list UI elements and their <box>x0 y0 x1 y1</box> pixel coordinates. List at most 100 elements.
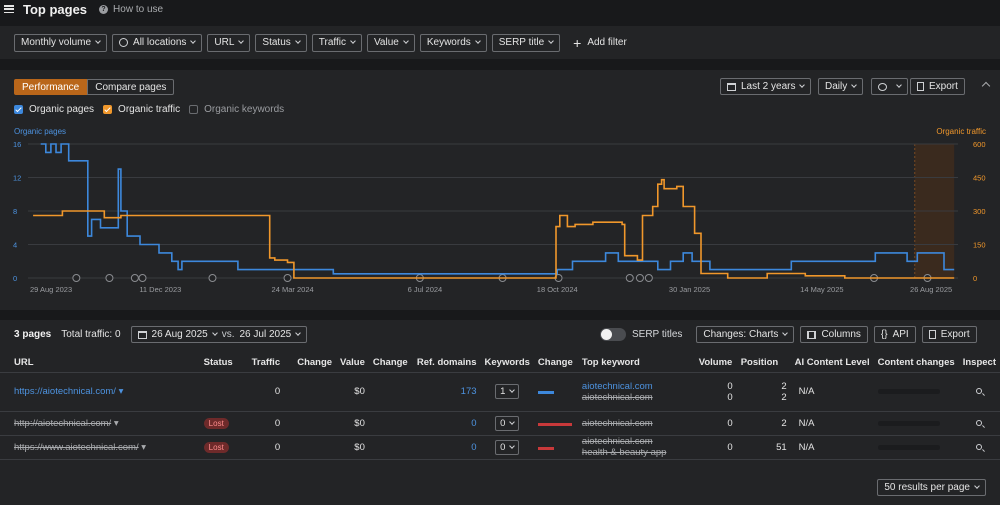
x-tick-label: 14 May 2025 <box>800 285 843 294</box>
col-status[interactable]: Status <box>199 353 248 373</box>
table-row: http://aiotechnical.com/ ▾ Lost 0 $0 0 0… <box>0 411 1000 436</box>
keywords-change-bar <box>537 422 572 426</box>
top-bar: Top pages ? How to use <box>0 0 1000 18</box>
col-traffic-change[interactable]: Change <box>284 353 337 373</box>
col-ref-domains[interactable]: Ref. domains <box>412 353 481 373</box>
legend-organic-pages[interactable]: Organic pages <box>14 104 94 115</box>
pages-count: 3 pages <box>14 329 52 340</box>
filter-keywords[interactable]: Keywords <box>419 33 487 52</box>
inspect-icon[interactable] <box>976 419 983 426</box>
legend-organic-keywords[interactable]: Organic keywords <box>189 104 284 115</box>
ref-domains-link[interactable]: 0 <box>471 441 477 453</box>
total-traffic: Total traffic: 0 <box>61 329 121 340</box>
col-value-change[interactable]: Change <box>368 353 413 373</box>
api-button[interactable]: {} API <box>873 326 916 343</box>
columns-icon <box>807 330 817 339</box>
chevron-down-icon <box>238 38 245 44</box>
ref-domains-link[interactable]: 173 <box>460 386 477 397</box>
col-traffic[interactable]: Traffic <box>247 353 285 373</box>
chevron-down-icon <box>509 418 516 425</box>
tab-performance[interactable]: Performance <box>14 79 88 95</box>
table-header-row: URL Status Traffic Change Value Change R… <box>0 353 1000 373</box>
url-dropdown-icon[interactable]: ▾ <box>118 386 124 397</box>
inspect-icon[interactable] <box>976 443 983 450</box>
table-export-button[interactable]: Export <box>921 326 977 343</box>
columns-button[interactable]: Columns <box>800 326 868 343</box>
y-right-tick-label: 450 <box>973 174 986 183</box>
inspect-icon[interactable] <box>976 388 983 394</box>
url-dropdown-icon[interactable]: ▾ <box>141 441 147 453</box>
col-inspect[interactable]: Inspect <box>958 353 1000 373</box>
filter-monthly-volume[interactable]: Monthly volume <box>14 33 108 52</box>
keywords-select[interactable]: 1 <box>495 384 520 399</box>
url-dropdown-icon[interactable]: ▾ <box>113 417 119 429</box>
col-content-changes[interactable]: Content changes <box>873 353 959 373</box>
changes-select[interactable]: Changes: Charts <box>696 326 795 343</box>
filter-serp-title[interactable]: SERP title <box>491 33 561 52</box>
tab-compare-pages[interactable]: Compare pages <box>87 79 175 95</box>
col-position[interactable]: Position <box>736 353 791 373</box>
compare-date-select[interactable]: 26 Aug 2025 vs. 26 Jul 2025 <box>130 326 308 343</box>
chevron-down-icon <box>294 38 301 44</box>
add-filter-button[interactable]: + Add filter <box>573 34 627 51</box>
y-left-tick-label: 8 <box>13 207 17 216</box>
top-keyword-link[interactable]: aiotechnical.com <box>581 380 653 392</box>
performance-panel: Performance Compare pages Last 2 years D… <box>0 70 1000 310</box>
ai-content-level-cell: N/A <box>790 411 874 436</box>
how-to-use-label: How to use <box>113 3 164 15</box>
annotation-marker <box>644 274 653 282</box>
chevron-down-icon <box>211 330 218 336</box>
col-keywords-change[interactable]: Change <box>533 353 578 373</box>
keywords-select[interactable]: 0 <box>495 415 520 431</box>
granularity-select[interactable]: Daily <box>818 78 864 95</box>
filter-value[interactable]: Value <box>367 33 415 52</box>
annotation-marker <box>105 274 114 282</box>
keywords-select[interactable]: 0 <box>495 439 520 455</box>
volume-cell: 0 <box>727 380 733 392</box>
pages-table-panel: 3 pages Total traffic: 0 26 Aug 2025 vs.… <box>0 320 1000 505</box>
value-cell: $0 <box>336 411 369 436</box>
chevron-down-icon <box>295 330 302 336</box>
y-right-tick-label: 150 <box>973 241 986 250</box>
x-tick-label: 29 Aug 2023 <box>30 285 72 294</box>
chevron-down-icon <box>799 82 806 88</box>
ref-domains-link[interactable]: 0 <box>471 417 477 429</box>
col-ai-content-level[interactable]: AI Content Level <box>790 353 874 373</box>
col-keywords[interactable]: Keywords <box>480 353 534 373</box>
series-line-organic-pages <box>40 143 955 275</box>
y-right-tick-label: 0 <box>973 274 977 283</box>
status-badge: Lost <box>203 417 229 429</box>
performance-chart[interactable]: 0 0 4 150 8 300 12 450 16 600 29 Aug 2023 11 Dec 20… <box>0 140 1000 304</box>
right-axis-title: Organic traffic <box>936 127 986 136</box>
x-tick-label: 18 Oct 2024 <box>537 285 578 294</box>
volume-cell: 0 <box>694 411 737 436</box>
chart-export-button[interactable]: Export <box>910 78 965 95</box>
results-per-page-select[interactable]: 50 results per page <box>877 479 986 496</box>
url-link[interactable]: http://aiotechnical.com/ <box>14 417 112 429</box>
url-link[interactable]: https://aiotechnical.com/ <box>14 386 116 397</box>
filter-status[interactable]: Status <box>255 33 307 52</box>
col-top-keyword[interactable]: Top keyword <box>577 353 695 373</box>
help-icon: ? <box>99 4 109 14</box>
collapse-icon[interactable] <box>981 81 991 91</box>
filter-traffic[interactable]: Traffic <box>311 33 362 52</box>
plus-icon: + <box>573 34 582 51</box>
how-to-use-link[interactable]: ? How to use <box>99 4 163 15</box>
volume-previous: 0 <box>727 391 733 403</box>
serp-titles-toggle[interactable] <box>600 328 626 341</box>
chevron-down-icon <box>548 38 554 44</box>
filter-locations[interactable]: All locations <box>112 33 203 52</box>
position-cell: 2 <box>736 411 791 436</box>
export-icon <box>917 82 924 91</box>
y-left-tick-label: 12 <box>13 174 21 183</box>
date-range-select[interactable]: Last 2 years <box>720 78 812 95</box>
filter-url[interactable]: URL <box>207 33 251 52</box>
col-url[interactable]: URL <box>0 353 200 373</box>
col-value[interactable]: Value <box>336 353 369 373</box>
traffic-cell: 0 <box>247 435 285 460</box>
col-volume[interactable]: Volume <box>694 353 737 373</box>
menu-icon[interactable] <box>4 5 14 13</box>
legend-organic-traffic[interactable]: Organic traffic <box>103 104 180 115</box>
annotations-button[interactable] <box>871 78 908 95</box>
url-link[interactable]: https://www.aiotechnical.com/ <box>14 441 139 453</box>
